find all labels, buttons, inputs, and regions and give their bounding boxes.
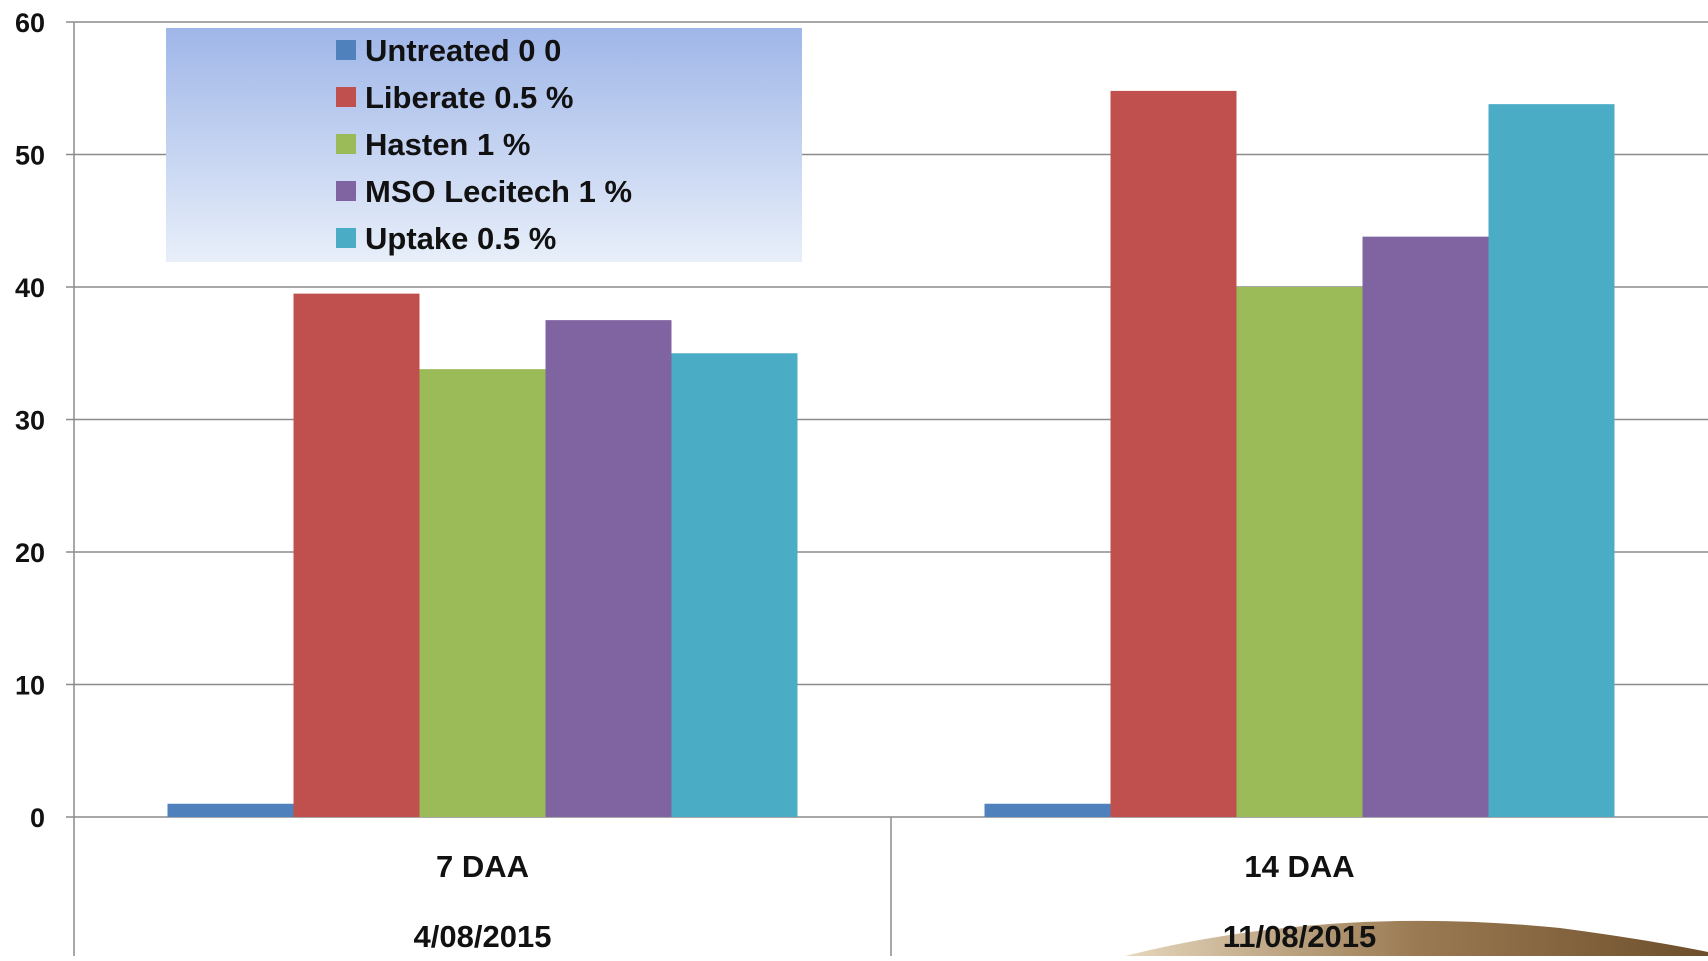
- legend-swatch: [336, 134, 356, 154]
- legend-swatch: [336, 87, 356, 107]
- legend-swatch: [336, 181, 356, 201]
- legend-label: Untreated 0 0: [365, 33, 561, 68]
- axes: [66, 21, 892, 956]
- y-tick-label: 60: [15, 8, 45, 38]
- bar: [671, 353, 798, 817]
- bar: [545, 320, 672, 817]
- y-tick-label: 40: [15, 273, 45, 303]
- y-tick-label: 20: [15, 538, 45, 568]
- legend-swatch: [336, 228, 356, 248]
- bar: [167, 803, 294, 817]
- x-tick-date-label: 4/08/2015: [414, 919, 552, 954]
- decorative-swoosh: [1125, 920, 1708, 956]
- legend-label: Hasten 1 %: [365, 127, 530, 162]
- legend-swatch: [336, 40, 356, 60]
- legend-label: MSO Lecitech 1 %: [365, 174, 632, 209]
- bar: [293, 293, 420, 817]
- x-tick-date-label: 11/08/2015: [1223, 919, 1376, 954]
- bar: [1488, 104, 1615, 817]
- bars: [167, 90, 1615, 817]
- y-tick-label: 10: [15, 671, 45, 701]
- bar: [419, 369, 546, 817]
- legend-label: Liberate 0.5 %: [365, 80, 573, 115]
- bar: [1110, 90, 1237, 817]
- bar: [1362, 236, 1489, 817]
- tick-labels: 0 10 20 30 40 50 60 7 DAA 4/08/2015 14 DAA 11/08/2…: [15, 8, 1376, 954]
- legend-box: [166, 28, 802, 262]
- legend: Untreated 0 0 Liberate 0.5 % Hasten 1 % MSO…: [166, 28, 802, 262]
- bar: [984, 803, 1111, 817]
- legend-label: Uptake 0.5 %: [365, 221, 556, 256]
- x-tick-label: 7 DAA: [436, 849, 529, 884]
- y-tick-label: 0: [30, 803, 45, 833]
- x-tick-label: 14 DAA: [1244, 849, 1354, 884]
- y-tick-label: 30: [15, 406, 45, 436]
- y-tick-label: 50: [15, 141, 45, 171]
- bar: [1236, 287, 1363, 817]
